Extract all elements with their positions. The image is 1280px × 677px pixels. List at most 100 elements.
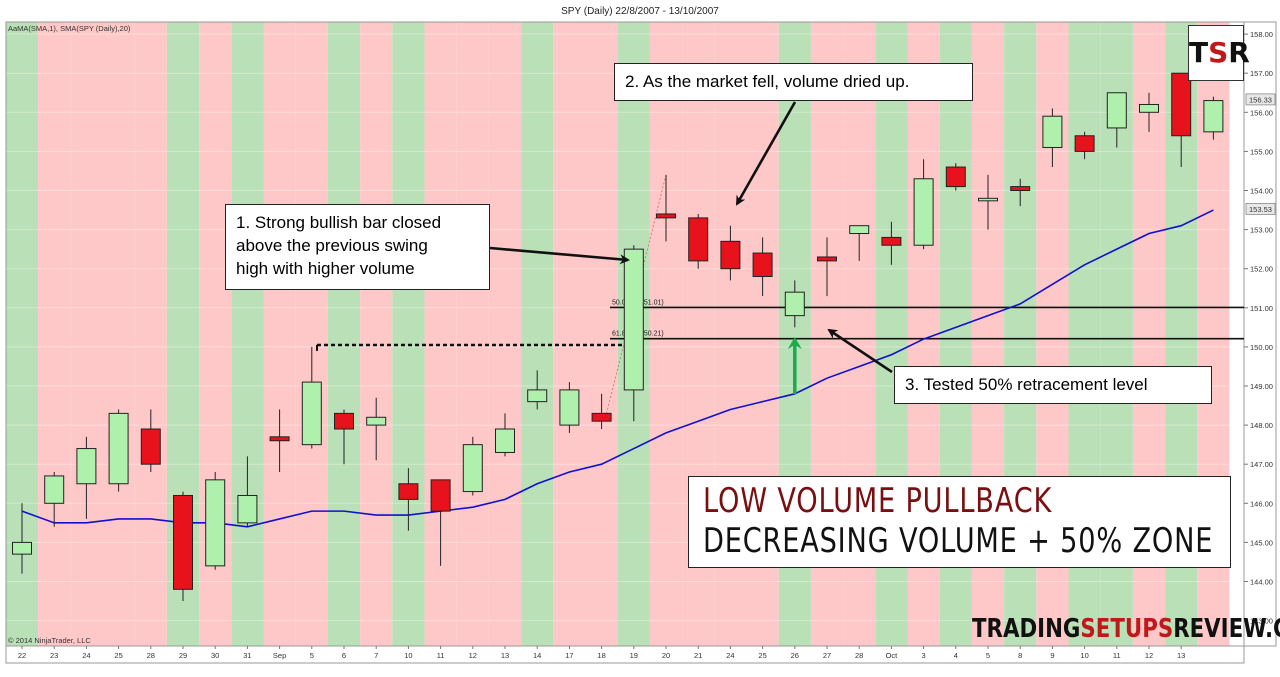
x-tick-label: 28 bbox=[855, 651, 863, 660]
logo-letter-r: R bbox=[1228, 36, 1250, 69]
candle-body bbox=[1203, 100, 1224, 133]
price-label-box bbox=[1245, 93, 1276, 106]
strategy-banner: LOW VOLUME PULLBACK DECREASING VOLUME + … bbox=[688, 476, 1231, 568]
x-tick-label: 10 bbox=[1080, 651, 1088, 660]
indicator-label: AaMA(SMA,1), SMA(SPY (Daily),20) bbox=[8, 24, 131, 33]
candle-body bbox=[849, 225, 870, 235]
x-tick-label: 18 bbox=[597, 651, 605, 660]
candle-body bbox=[752, 252, 773, 278]
candle-body bbox=[591, 412, 612, 422]
volume-band bbox=[392, 22, 425, 646]
candle-body bbox=[656, 213, 676, 219]
callout-1-line-1: 1. Strong bullish bar closed bbox=[236, 213, 442, 232]
annotation-arrows bbox=[489, 101, 893, 394]
candle-body bbox=[462, 444, 483, 493]
y-axis-ticks: 143.00 144.00 145.00 146.00 147.00 148.00 149.… bbox=[1244, 30, 1273, 626]
x-tick-label: 29 bbox=[179, 651, 187, 660]
y-tick-label: 158.00 bbox=[1250, 30, 1273, 39]
x-tick-label: 10 bbox=[404, 651, 412, 660]
tsr-logo: TSR bbox=[1188, 25, 1250, 81]
volume-band bbox=[295, 22, 328, 646]
y-tick-label: 150.00 bbox=[1250, 343, 1273, 352]
x-tick-label: 23 bbox=[50, 651, 58, 660]
candle-body bbox=[12, 541, 32, 555]
price-label-box bbox=[1245, 202, 1276, 215]
x-tick-label: 31 bbox=[243, 651, 251, 660]
y-tick-label: 146.00 bbox=[1250, 499, 1273, 508]
volume-band bbox=[456, 22, 489, 646]
candle-body bbox=[205, 479, 226, 567]
candle-body bbox=[366, 416, 387, 426]
x-tick-label: 27 bbox=[823, 651, 831, 660]
y-tick-label: 153.00 bbox=[1250, 226, 1273, 235]
x-tick-label: 5 bbox=[310, 651, 314, 660]
candle-body bbox=[495, 428, 515, 453]
x-tick-label: 13 bbox=[501, 651, 509, 660]
y-tick-label: 143.00 bbox=[1250, 617, 1273, 626]
candle-body bbox=[1106, 92, 1127, 129]
volume-band bbox=[521, 22, 554, 646]
x-tick-label: 9 bbox=[1050, 651, 1054, 660]
price-label-text: 153.53 bbox=[1249, 205, 1272, 214]
x-tick-label: 25 bbox=[758, 651, 766, 660]
brand-part-1: TRADING bbox=[972, 614, 1081, 644]
candle-body bbox=[688, 217, 709, 262]
candle-body bbox=[1171, 72, 1192, 137]
x-tick-label: 5 bbox=[986, 651, 990, 660]
x-tick-label: 19 bbox=[630, 651, 638, 660]
callout-2: 2. As the market fell, volume dried up. bbox=[614, 63, 973, 101]
volume-band bbox=[488, 22, 522, 646]
volume-band bbox=[649, 22, 683, 646]
x-tick-label: 17 bbox=[565, 651, 573, 660]
candles bbox=[12, 72, 1224, 602]
x-tick-label: Oct bbox=[886, 651, 899, 660]
volume-band bbox=[134, 22, 167, 646]
y-tick-label: 148.00 bbox=[1250, 421, 1273, 430]
x-tick-label: 7 bbox=[374, 651, 378, 660]
volume-band bbox=[70, 22, 103, 646]
candle-body bbox=[1139, 103, 1159, 113]
candle-body bbox=[108, 412, 129, 485]
arrow-callout-3 bbox=[827, 328, 893, 374]
callout-1-line-2: above the previous swing bbox=[236, 236, 428, 255]
y-tick-label: 147.00 bbox=[1250, 460, 1273, 469]
candle-body bbox=[978, 197, 998, 202]
x-tick-label: 26 bbox=[791, 651, 799, 660]
candle-body bbox=[301, 381, 322, 446]
x-tick-label: 8 bbox=[1018, 651, 1022, 660]
x-tick-label: 12 bbox=[469, 651, 477, 660]
candle-body bbox=[945, 166, 966, 188]
candle-body bbox=[1074, 135, 1095, 152]
x-axis-ticks: 22 23 24 25 28 29 30 31 Sep 5 6 7 10 11 12 13 14 17 18 19 20… bbox=[18, 646, 1185, 660]
y-tick-label: 145.00 bbox=[1250, 538, 1273, 547]
banner-title: LOW VOLUME PULLBACK bbox=[703, 481, 1053, 521]
y-tick-label: 152.00 bbox=[1250, 265, 1273, 274]
y-tick-label: 154.00 bbox=[1250, 187, 1273, 196]
x-tick-label: 13 bbox=[1177, 651, 1185, 660]
y-axis-frame bbox=[1243, 21, 1277, 647]
x-tick-label: 6 bbox=[342, 651, 346, 660]
brand-watermark: TRADINGSETUPSREVIEW.COM bbox=[972, 614, 1280, 644]
x-tick-label: 24 bbox=[82, 651, 90, 660]
x-tick-label: 25 bbox=[114, 651, 122, 660]
x-tick-label: 22 bbox=[18, 651, 26, 660]
callout-3-text: 3. Tested 50% retracement level bbox=[905, 375, 1148, 394]
logo-letter-t: T bbox=[1189, 36, 1209, 69]
candle-body bbox=[817, 256, 837, 262]
candle-body bbox=[334, 412, 354, 430]
candle-body bbox=[140, 428, 161, 465]
candle-body bbox=[559, 389, 580, 426]
candle-body bbox=[44, 475, 65, 504]
callout-1-line-3: high with higher volume bbox=[236, 259, 415, 278]
x-tick-label: 14 bbox=[533, 651, 541, 660]
y-tick-label: 144.00 bbox=[1250, 578, 1273, 587]
x-tick-label: Sep bbox=[273, 651, 286, 660]
x-tick-label: 3 bbox=[922, 651, 926, 660]
volume-band bbox=[585, 22, 618, 646]
candle-body bbox=[237, 494, 258, 524]
brand-part-3: REVIEW.COM bbox=[1173, 614, 1280, 644]
x-tick-label: 12 bbox=[1145, 651, 1153, 660]
y-tick-label: 149.00 bbox=[1250, 382, 1273, 391]
chart-title: SPY (Daily) 22/8/2007 - 13/10/2007 bbox=[561, 6, 719, 17]
candle-body bbox=[623, 248, 644, 391]
